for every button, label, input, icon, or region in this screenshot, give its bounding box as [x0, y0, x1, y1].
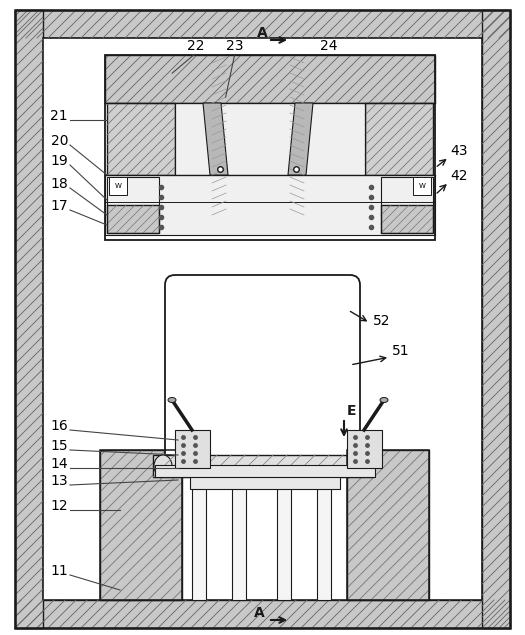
- Text: W: W: [114, 183, 121, 189]
- Bar: [192, 477, 206, 600]
- Bar: [317, 477, 331, 600]
- Text: W: W: [418, 183, 425, 189]
- Bar: [109, 177, 127, 195]
- Polygon shape: [203, 103, 228, 175]
- Bar: [153, 455, 373, 477]
- Ellipse shape: [354, 455, 372, 477]
- Text: 22: 22: [187, 39, 205, 53]
- Bar: [175, 430, 210, 468]
- Text: 51: 51: [392, 344, 410, 358]
- Text: 43: 43: [450, 144, 467, 158]
- Bar: [15, 600, 510, 628]
- Text: 24: 24: [320, 39, 338, 53]
- Bar: [482, 10, 510, 628]
- Text: 19: 19: [50, 154, 68, 168]
- Text: 18: 18: [50, 177, 68, 191]
- Text: 42: 42: [450, 169, 467, 183]
- Bar: [15, 10, 43, 628]
- Bar: [190, 475, 340, 489]
- Bar: [155, 465, 375, 477]
- Text: 52: 52: [373, 314, 391, 328]
- Bar: [105, 55, 435, 103]
- Text: A: A: [254, 606, 265, 620]
- Text: 15: 15: [50, 439, 68, 453]
- Bar: [105, 55, 435, 240]
- Bar: [347, 450, 429, 600]
- Ellipse shape: [380, 398, 388, 403]
- Text: A: A: [257, 26, 268, 40]
- Bar: [232, 477, 246, 600]
- Text: 21: 21: [50, 109, 68, 123]
- Bar: [100, 450, 182, 600]
- Polygon shape: [288, 103, 313, 175]
- Bar: [381, 177, 433, 233]
- Bar: [107, 205, 159, 233]
- Bar: [381, 205, 433, 233]
- Ellipse shape: [154, 455, 172, 477]
- Text: 20: 20: [50, 134, 68, 148]
- Bar: [105, 175, 435, 235]
- Text: 16: 16: [50, 419, 68, 433]
- Bar: [43, 38, 482, 600]
- FancyBboxPatch shape: [165, 275, 360, 465]
- Bar: [365, 103, 433, 175]
- Text: 23: 23: [226, 39, 244, 53]
- Bar: [347, 430, 382, 468]
- Bar: [15, 10, 510, 38]
- Text: 13: 13: [50, 474, 68, 488]
- Text: E: E: [347, 404, 356, 418]
- Ellipse shape: [168, 398, 176, 403]
- Bar: [100, 450, 182, 600]
- Bar: [175, 103, 365, 175]
- Bar: [413, 177, 431, 195]
- Bar: [277, 477, 291, 600]
- Text: 14: 14: [50, 457, 68, 471]
- Text: 11: 11: [50, 564, 68, 578]
- Text: 12: 12: [50, 499, 68, 513]
- Text: 17: 17: [50, 199, 68, 213]
- Bar: [107, 103, 175, 175]
- Bar: [107, 177, 159, 233]
- Bar: [347, 450, 429, 600]
